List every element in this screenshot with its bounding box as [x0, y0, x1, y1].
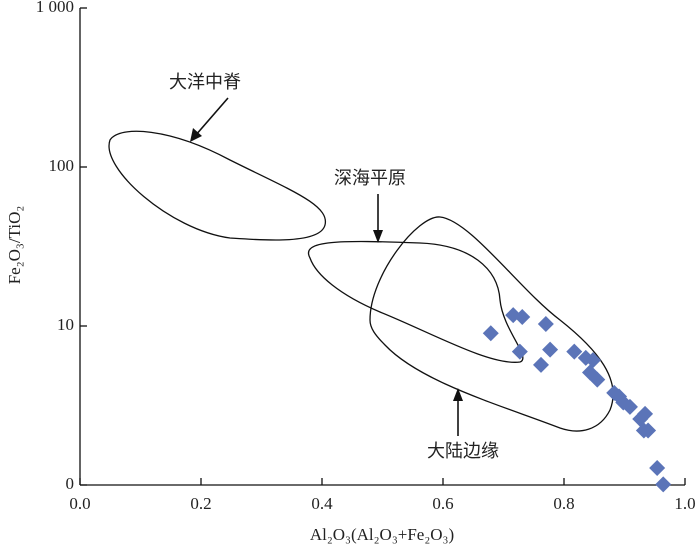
abyssal-plain-field [307, 240, 524, 363]
continental-margin-field [369, 216, 614, 432]
y-tick-label: 10 [57, 315, 74, 334]
point [585, 352, 602, 369]
point [482, 325, 499, 342]
x-tick-label: 0.0 [69, 494, 90, 513]
x-tick-label: 0.8 [553, 494, 574, 513]
annotation: 大陆边缘 [427, 441, 499, 462]
y-tick-label: 0 [66, 474, 75, 493]
point [655, 476, 672, 493]
point [537, 315, 554, 332]
point [514, 308, 531, 325]
x-tick-label: 1.0 [674, 494, 695, 513]
x-tick-label: 0.6 [432, 494, 453, 513]
y-axis-label: Fe₂O₃/TiO₂ [5, 206, 24, 285]
point [542, 341, 559, 358]
y-tick-label: 1 000 [36, 0, 74, 16]
point [637, 405, 654, 422]
annotation: 深海平原 [334, 168, 406, 189]
point [589, 371, 606, 388]
arrow-head [373, 230, 383, 243]
annotation: 大洋中脊 [169, 72, 241, 93]
point [533, 356, 550, 373]
point [566, 343, 583, 360]
x-axis-label: Al₂O₃(Al₂O₃+Fe₂O₃) [310, 525, 454, 544]
ocean-ridge-field [108, 130, 326, 241]
arrow-head [190, 128, 202, 142]
arrow [194, 97, 229, 137]
point [649, 459, 666, 476]
point [621, 398, 638, 415]
x-tick-label: 0.2 [190, 494, 211, 513]
point [511, 343, 528, 360]
point [640, 422, 657, 439]
arrow-head [453, 388, 463, 401]
arrows [190, 97, 463, 436]
x-tick-label: 0.4 [311, 494, 333, 513]
y-tick-label: 100 [49, 156, 75, 175]
